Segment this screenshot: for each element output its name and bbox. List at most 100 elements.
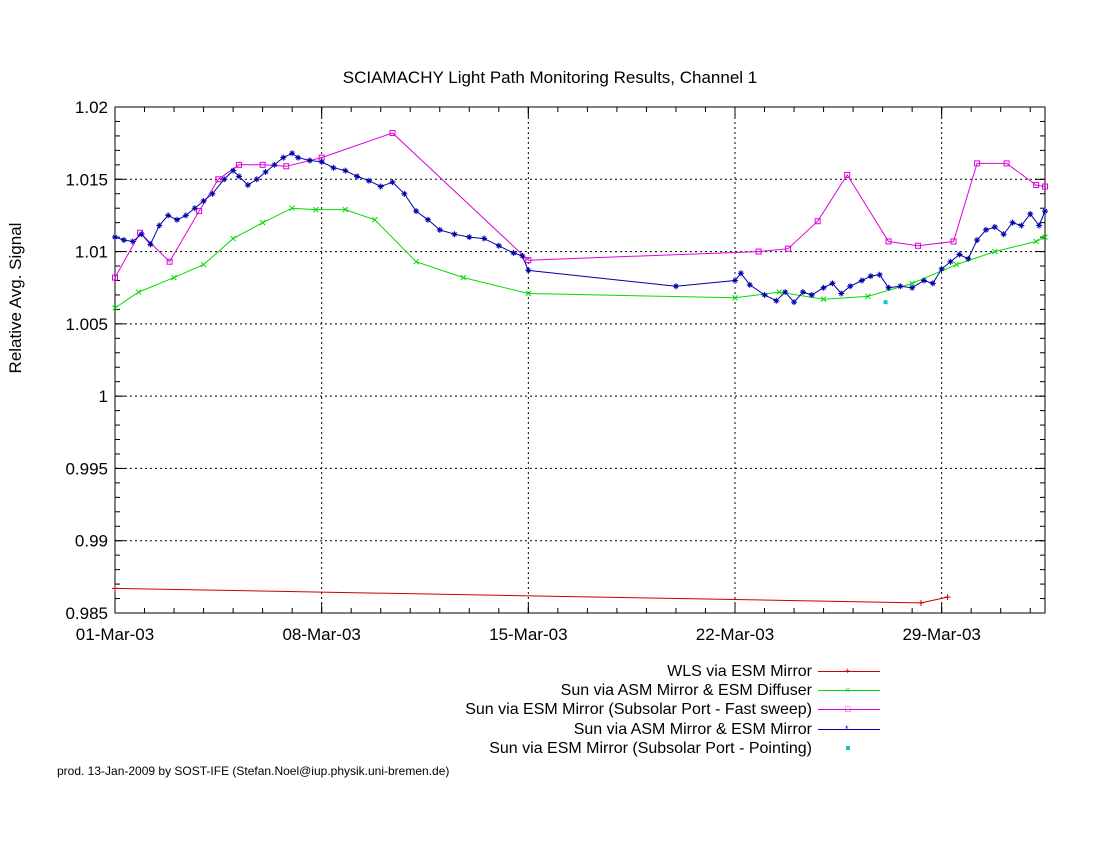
data-point <box>289 150 296 157</box>
data-point <box>283 163 290 170</box>
grid-lines <box>115 107 1045 613</box>
data-point <box>814 218 821 225</box>
data-point <box>1009 219 1016 226</box>
legend-label: Sun via ESM Mirror (Subsolar Port - Poin… <box>489 739 812 757</box>
data-point <box>525 257 532 264</box>
data-point <box>918 599 924 606</box>
series-wls-via-esm-mirror <box>112 585 951 606</box>
data-point <box>191 205 198 212</box>
plot-frame <box>114 106 1046 614</box>
data-series <box>112 130 1048 606</box>
data-point <box>519 252 526 259</box>
y-tick-label: 0.995 <box>65 459 108 478</box>
chart-title: SCIAMACHY Light Path Monitoring Results,… <box>342 68 758 87</box>
data-point <box>312 206 319 213</box>
data-point <box>909 284 916 291</box>
data-point <box>915 242 922 249</box>
data-point <box>112 274 118 281</box>
data-point <box>138 231 145 238</box>
data-point <box>221 176 228 183</box>
series-sun-via-esm-mirror-subsolar-port-fast-sweep <box>112 130 1048 281</box>
series-line <box>114 587 948 604</box>
data-point <box>1033 238 1039 245</box>
data-point <box>236 173 242 180</box>
data-point <box>956 251 963 258</box>
data-point <box>389 179 396 186</box>
data-point <box>262 169 269 176</box>
data-point <box>295 154 302 161</box>
data-point <box>732 277 738 284</box>
data-point <box>209 190 216 197</box>
y-tick-label: 1.01 <box>75 243 108 262</box>
data-point <box>244 182 251 189</box>
data-point <box>236 161 242 168</box>
data-point <box>525 290 532 297</box>
data-point <box>776 289 783 295</box>
legend-entry: WLS via ESM Mirror + <box>300 662 880 681</box>
data-point <box>885 238 892 245</box>
data-point <box>147 241 154 248</box>
series-sun-via-asm-mirror-esm-mirror <box>112 150 1048 306</box>
data-point <box>171 274 177 281</box>
data-point <box>1042 208 1048 215</box>
data-point <box>196 208 203 215</box>
data-point <box>200 197 207 204</box>
data-point <box>166 258 173 265</box>
data-point <box>481 235 488 242</box>
chart-legend: WLS via ESM Mirror + Sun via ASM Mirror & … <box>300 662 880 758</box>
data-point <box>371 216 378 223</box>
data-point <box>495 242 502 249</box>
data-point <box>451 231 458 238</box>
data-point <box>1000 231 1007 238</box>
data-point <box>920 277 927 284</box>
data-point <box>865 293 871 300</box>
y-tick-label: 0.985 <box>65 604 108 623</box>
footer-credit: prod. 13-Jan-2009 by SOST-IFE (Stefan.No… <box>57 764 450 778</box>
data-point <box>1027 210 1034 217</box>
data-point <box>215 176 222 183</box>
series-line <box>114 132 1046 278</box>
x-tick-label: 08-Mar-03 <box>282 625 360 644</box>
data-point <box>858 277 865 284</box>
data-point <box>1042 183 1048 190</box>
data-point <box>365 177 372 184</box>
data-point <box>1003 160 1010 167</box>
legend-swatch: * <box>818 724 880 736</box>
legend-swatch: + <box>818 666 880 678</box>
data-point <box>174 216 180 223</box>
x-tick-label: 22-Mar-03 <box>696 625 774 644</box>
legend-label: Sun via ASM Mirror & ESM Diffuser <box>560 681 812 699</box>
data-point <box>129 238 136 245</box>
data-point <box>991 223 998 230</box>
series-line <box>114 152 1046 303</box>
data-point <box>761 291 768 298</box>
legend-label: Sun via ESM Mirror (Subsolar Port - Fast… <box>465 701 812 719</box>
data-point <box>200 261 207 268</box>
data-point <box>746 281 753 288</box>
data-point <box>460 274 467 281</box>
data-point <box>953 261 960 268</box>
data-point <box>791 299 798 306</box>
data-point <box>306 157 313 164</box>
data-point <box>354 173 361 180</box>
data-point <box>1036 222 1043 229</box>
x-tick-label: 15-Mar-03 <box>489 625 567 644</box>
legend-entry: Sun via ESM Mirror (Subsolar Port - Fast… <box>300 701 880 720</box>
data-point <box>318 158 325 165</box>
data-point <box>165 212 172 219</box>
series-line <box>114 207 1046 309</box>
data-point <box>510 250 517 257</box>
data-point <box>755 248 762 255</box>
data-point <box>799 289 806 296</box>
data-point <box>991 248 998 255</box>
data-point <box>974 237 981 244</box>
data-point <box>253 176 260 183</box>
data-point <box>330 164 337 171</box>
data-point <box>342 206 349 213</box>
data-point <box>974 160 981 167</box>
y-tick-label: 1.015 <box>65 170 108 189</box>
data-point <box>838 290 845 297</box>
series-sun-via-asm-mirror-esm-diffuser <box>112 205 1048 311</box>
legend-entry: Sun via ASM Mirror & ESM Diffuser × <box>300 681 880 700</box>
